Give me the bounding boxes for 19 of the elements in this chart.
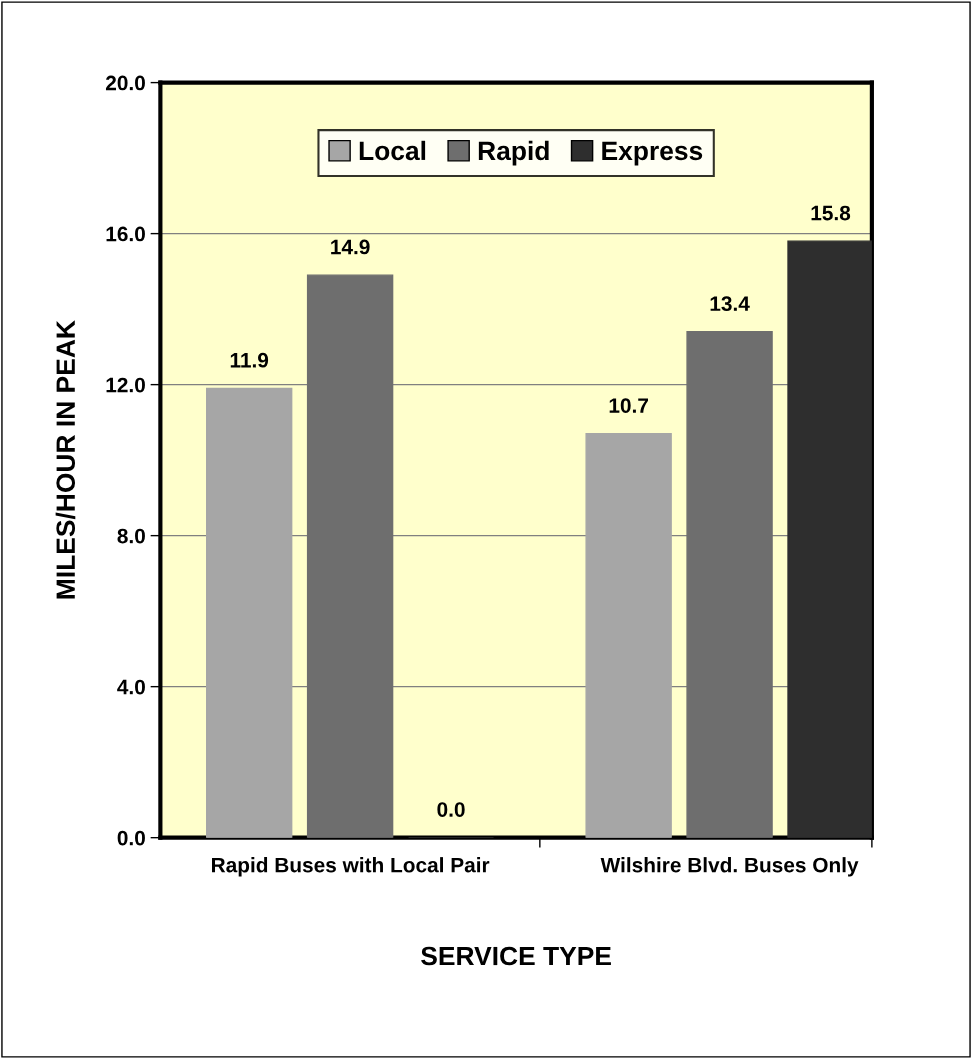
y-tick-label: 16.0 bbox=[106, 226, 145, 242]
y-tick-label: 0.0 bbox=[117, 830, 145, 846]
data-label: 11.9 bbox=[230, 352, 269, 368]
y-tick-label: 20.0 bbox=[105, 75, 145, 91]
data-label: 15.8 bbox=[811, 205, 851, 221]
y-tick-label: 8.0 bbox=[117, 528, 145, 544]
legend-label: Local bbox=[359, 140, 426, 161]
x-axis-title: SERVICE TYPE bbox=[421, 946, 611, 966]
legend-label: Express bbox=[602, 141, 703, 166]
data-label: 10.7 bbox=[609, 398, 648, 413]
y-axis-title: MILES/HOUR IN PEAK bbox=[55, 320, 76, 599]
data-label: 0.0 bbox=[437, 802, 465, 817]
data-label: 13.4 bbox=[710, 296, 750, 312]
legend-label: Rapid bbox=[478, 140, 549, 166]
x-tick-label: Wilshire Blvd. Buses Only bbox=[600, 857, 859, 877]
data-label: 14.9 bbox=[331, 239, 370, 255]
y-tick-label: 12.0 bbox=[106, 377, 145, 393]
x-tick-label: Rapid Buses with Local Pair bbox=[212, 857, 490, 877]
y-tick-label: 4.0 bbox=[117, 679, 145, 695]
